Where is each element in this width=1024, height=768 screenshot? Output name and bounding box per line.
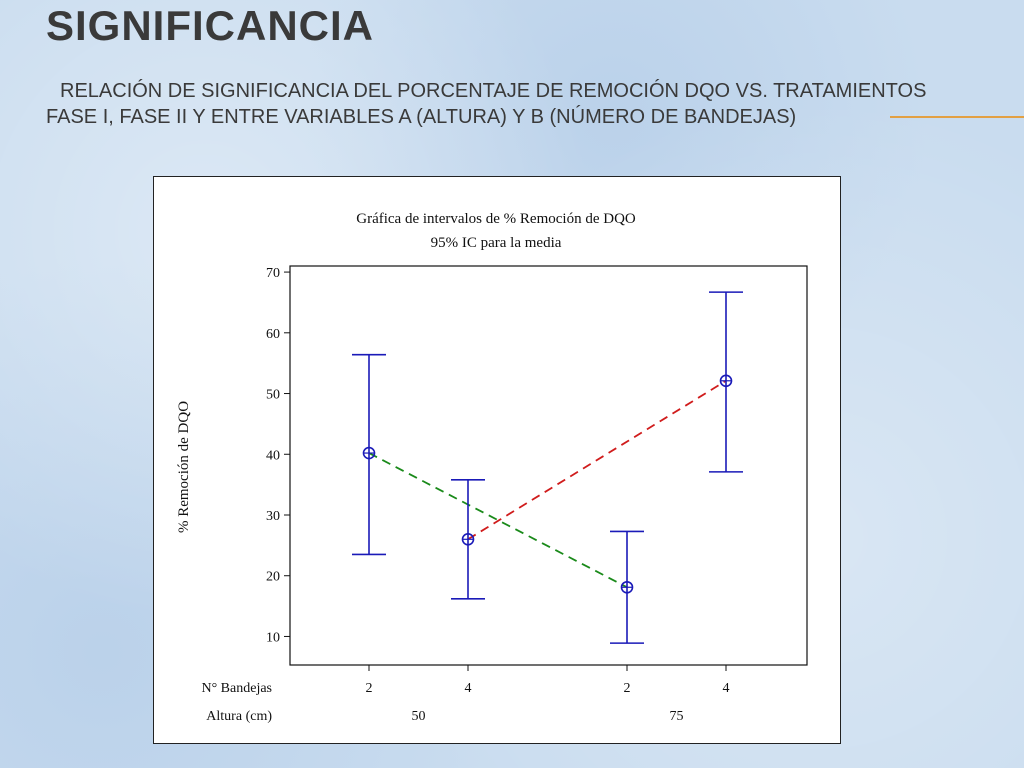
x-tick-label-altura: 75	[670, 709, 684, 724]
plot-area	[289, 265, 808, 666]
y-tick-label: 30	[266, 509, 280, 524]
y-tick-label: 10	[266, 630, 280, 645]
x-tick-label-altura: 50	[412, 709, 426, 724]
interval-chart: Gráfica de intervalos de % Remoción de D…	[176, 211, 808, 724]
slide-subtitle: Relación de significancia del porcentaje…	[46, 80, 927, 128]
y-tick-label: 20	[266, 570, 280, 585]
slide-title: Significancia	[46, 2, 374, 49]
y-tick-label: 70	[266, 266, 280, 281]
interval-series	[352, 291, 743, 644]
connecting-lines	[368, 380, 727, 589]
x-tick-label-bandejas: 2	[366, 681, 373, 696]
y-tick-label: 60	[266, 327, 280, 342]
y-tick-label: 50	[266, 388, 280, 403]
x-tick-label-bandejas: 4	[723, 681, 730, 696]
y-axis: 10 20 30 40 50 60 70	[266, 266, 290, 645]
mean-connect-line	[467, 380, 727, 541]
chart-frame: Gráfica de intervalos de % Remoción de D…	[153, 176, 841, 744]
mean-connect-line	[368, 452, 628, 589]
x-row-label-bandejas: N° Bandejas	[201, 681, 272, 696]
x-row-label-altura: Altura (cm)	[206, 709, 272, 724]
x-axis: N° Bandejas Altura (cm) 2 4 2 4 50 75	[201, 665, 730, 724]
chart-subtitle: 95% IC para la media	[431, 235, 562, 251]
x-tick-label-bandejas: 2	[624, 681, 631, 696]
chart-title: Gráfica de intervalos de % Remoción de D…	[356, 211, 636, 227]
x-tick-label-bandejas: 4	[465, 681, 472, 696]
y-axis-label: % Remoción de DQO	[176, 401, 192, 533]
accent-line	[890, 116, 1024, 118]
y-tick-label: 40	[266, 448, 280, 463]
